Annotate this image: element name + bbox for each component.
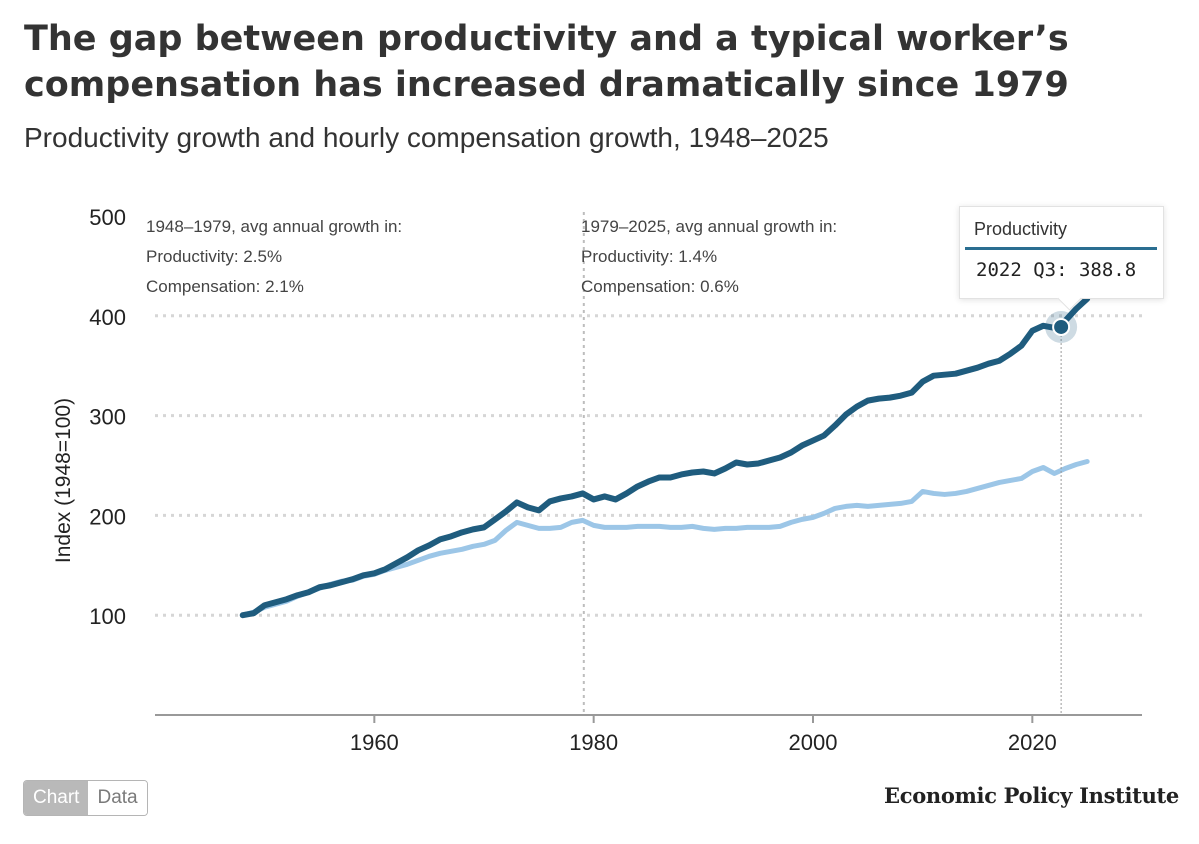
- tooltip: Productivity 2022 Q3: 388.8: [959, 206, 1164, 311]
- brand-logo-text[interactable]: Economic Policy Institute: [884, 783, 1179, 808]
- annotation-left-compensation: Compensation: 2.1%: [146, 277, 304, 296]
- y-tick-label: 100: [89, 604, 126, 629]
- productivity-line: [239, 295, 1091, 619]
- annotation-right-heading: 1979–2025, avg annual growth in:: [581, 217, 838, 236]
- y-axis-label: Index (1948=100): [52, 398, 75, 563]
- x-tick-label: 2020: [1008, 730, 1057, 755]
- y-tick-labels: 100 200 300 400 500: [89, 205, 126, 629]
- y-tick-label: 500: [89, 205, 126, 230]
- y-tick-label: 400: [89, 305, 126, 330]
- chart-subtitle: Productivity growth and hourly compensat…: [24, 122, 829, 153]
- annotation-1948-1979: 1948–1979, avg annual growth in: Product…: [146, 212, 402, 302]
- chart-title: The gap between productivity and a typic…: [24, 19, 1069, 105]
- chart-view-button[interactable]: Chart: [24, 781, 89, 815]
- x-tick-label: 1960: [350, 730, 399, 755]
- series-lines: [239, 295, 1091, 619]
- annotation-1979-2025: 1979–2025, avg annual growth in: Product…: [581, 212, 837, 302]
- annotation-left-productivity: Productivity: 2.5%: [146, 247, 283, 266]
- hover-point: [1052, 317, 1071, 336]
- x-axis: 1960 1980 2000 2020: [155, 714, 1142, 755]
- y-tick-label: 300: [89, 405, 126, 430]
- view-toggle: Chart Data: [23, 780, 148, 816]
- annotation-right-productivity: Productivity: 1.4%: [581, 247, 718, 266]
- data-view-button[interactable]: Data: [88, 781, 147, 815]
- annotation-left-heading: 1948–1979, avg annual growth in:: [146, 217, 403, 236]
- tooltip-series-rule: [965, 247, 1157, 250]
- hover-marker: [1045, 310, 1078, 715]
- tooltip-value: 2022 Q3: 388.8: [976, 259, 1137, 281]
- x-tick-label: 1980: [569, 730, 618, 755]
- y-tick-label: 200: [89, 504, 126, 529]
- tooltip-series-name: Productivity: [974, 219, 1068, 239]
- annotation-right-compensation: Compensation: 0.6%: [581, 277, 739, 296]
- compensation-line: [240, 459, 1090, 618]
- x-tick-label: 2000: [789, 730, 838, 755]
